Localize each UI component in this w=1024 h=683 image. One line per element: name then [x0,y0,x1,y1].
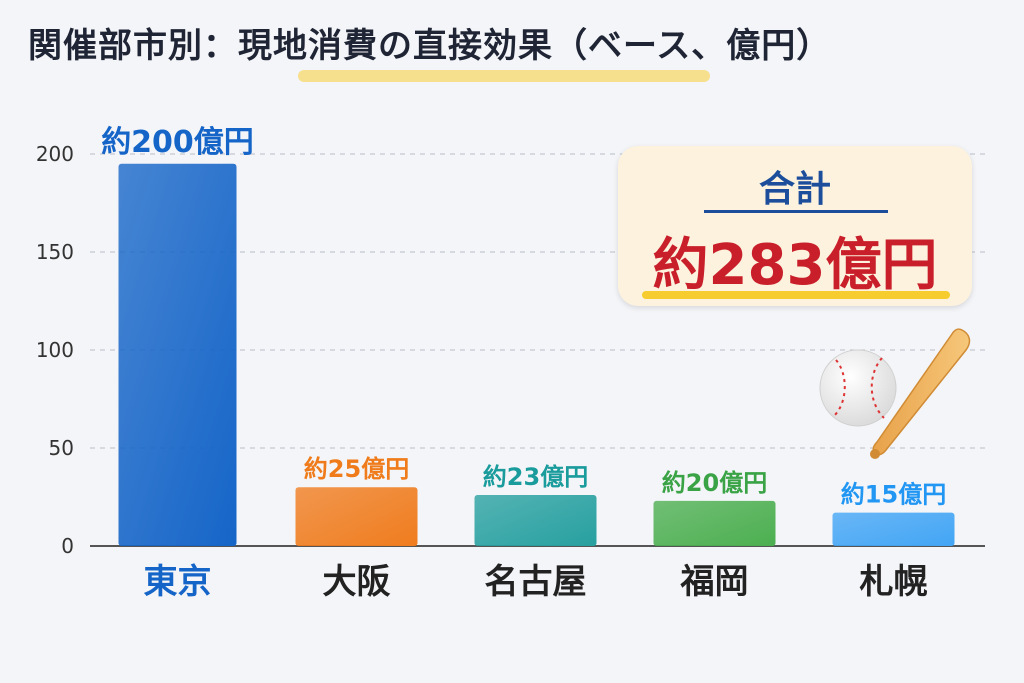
value-label: 約23億円 [483,463,588,491]
category-label: 東京 [144,562,212,602]
baseball-icon [819,349,897,427]
total-value: 約283億円 [652,233,938,298]
y-tick-label: 150 [36,240,74,264]
value-label: 約15億円 [841,481,946,509]
bar-札幌 [832,512,955,546]
y-tick-label: 50 [49,436,74,460]
value-label: 約200億円 [101,125,254,160]
value-label: 約20億円 [662,469,767,497]
total-label: 合計 [758,169,831,210]
bar-東京 [118,163,237,547]
baseball-bat-icon [819,328,971,459]
title-area: 関催部市別：現地消費の直接効果（ベース、億円） [28,18,832,82]
y-tick-label: 0 [61,534,74,558]
chart-title: 関催部市別：現地消費の直接効果（ベース、億円） [28,26,832,66]
bat-icon [870,328,971,459]
y-tick-label: 200 [36,142,74,166]
bar-大阪 [295,487,418,546]
category-label: 大阪 [323,562,391,602]
category-label: 名古屋 [485,562,587,602]
bar-福岡 [653,500,776,546]
category-label: 札幌 [860,562,928,602]
total-label-underline [704,210,888,213]
y-tick-label: 100 [36,338,74,362]
total-value-highlight [642,291,950,299]
category-label: 福岡 [680,562,749,602]
value-label: 約25億円 [304,455,409,483]
bar-名古屋 [474,495,597,546]
total-callout: 合計 約283億円 [618,146,972,306]
title-highlight [298,70,710,82]
